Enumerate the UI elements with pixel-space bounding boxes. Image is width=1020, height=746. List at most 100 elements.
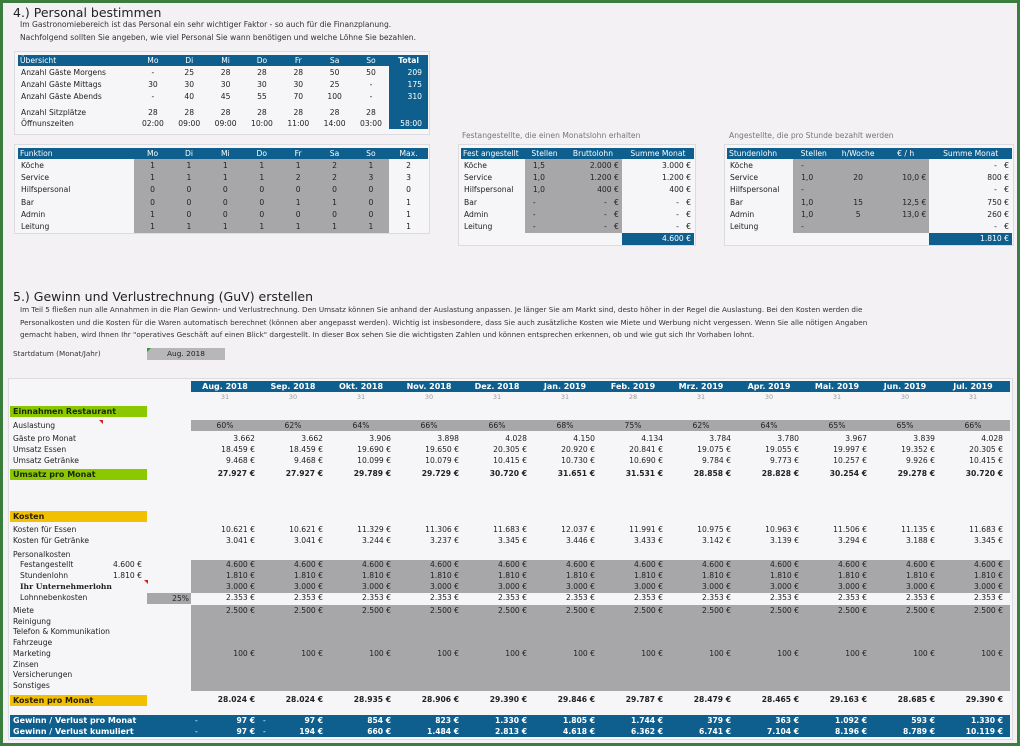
functions-cell[interactable]: 0 [280,208,317,221]
functions-cell[interactable]: 1 [134,171,171,184]
functions-cell[interactable]: 1 [134,159,171,172]
other-cost-cell[interactable] [871,670,935,680]
other-cost-cell[interactable] [463,638,527,648]
other-cost-cell[interactable] [463,670,527,680]
functions-cell[interactable]: 0 [352,183,390,196]
hourly-hours[interactable] [834,220,882,233]
functions-cell[interactable]: 0 [316,208,353,221]
functions-cell[interactable]: 0 [352,208,390,221]
overview-cell[interactable]: 40 [184,91,195,101]
auslastung-cell[interactable]: 65% [896,421,914,430]
hourly-hours[interactable] [834,159,882,172]
overview-cell[interactable]: 09:00 [214,118,237,128]
hourly-stellen[interactable]: - [793,183,835,196]
other-cost-cell[interactable] [939,660,1003,670]
nebenkosten-rate-input[interactable]: 25% [147,593,191,604]
fest-cell[interactable]: 4.600 € [838,560,867,569]
overview-cell[interactable]: 30 [148,79,158,89]
overview-cell[interactable]: 25 [184,67,195,77]
overview-cell[interactable]: 28 [257,67,267,77]
other-cost-cell[interactable] [871,627,935,637]
hourly-rate[interactable] [881,159,930,172]
unternehmer-cell[interactable]: 3.000 € [430,582,459,591]
other-cost-cell[interactable]: 100 € [437,648,459,658]
functions-cell[interactable]: 1 [207,171,244,184]
hourly-rate[interactable] [881,183,930,196]
other-cost-cell[interactable] [735,617,799,627]
hourly-hours[interactable]: 15 [834,195,882,209]
other-cost-cell[interactable]: 2.500 € [702,606,731,615]
functions-cell[interactable]: 1 [280,195,317,209]
other-cost-cell[interactable]: 2.500 € [770,606,799,615]
functions-cell[interactable]: 1 [316,195,353,209]
fest-cell[interactable]: 4.600 € [702,560,731,569]
other-cost-cell[interactable]: 2.500 € [974,606,1003,615]
other-cost-cell[interactable]: 2.500 € [294,606,323,615]
other-cost-cell[interactable]: 100 € [981,648,1003,658]
functions-cell[interactable]: 1 [170,171,208,184]
functions-cell[interactable]: 1 [243,159,280,172]
unternehmer-cell[interactable]: 3.000 € [566,582,595,591]
fixed-stellen[interactable]: - [524,220,565,233]
functions-cell[interactable]: 0 [243,208,280,221]
other-cost-cell[interactable] [667,670,731,680]
functions-cell[interactable]: 1 [352,220,390,233]
other-cost-cell[interactable] [327,681,391,691]
functions-cell[interactable]: 1 [243,171,280,184]
other-cost-cell[interactable] [803,681,867,691]
other-cost-cell[interactable] [939,638,1003,648]
auslastung-cell[interactable]: 75% [624,421,642,430]
other-cost-cell[interactable] [463,681,527,691]
stunden-cell[interactable]: 1.810 € [838,571,867,580]
other-cost-cell[interactable] [599,638,663,648]
other-cost-cell[interactable] [395,617,459,627]
other-cost-cell[interactable] [395,627,459,637]
other-cost-cell[interactable] [735,627,799,637]
other-cost-cell[interactable] [667,660,731,670]
functions-cell[interactable]: 1 [207,220,244,233]
other-cost-cell[interactable] [259,681,323,691]
overview-cell[interactable]: 28 [257,108,267,117]
functions-cell[interactable]: 0 [207,183,244,196]
functions-cell[interactable]: 0 [170,183,208,196]
other-cost-cell[interactable] [259,660,323,670]
overview-cell[interactable]: 28 [220,108,231,117]
hourly-stellen[interactable]: - [793,220,835,233]
other-cost-cell[interactable] [599,670,663,680]
other-cost-cell[interactable]: 100 € [777,648,799,658]
functions-cell[interactable]: 2 [280,171,317,184]
functions-cell[interactable]: 1 [207,159,244,172]
other-cost-cell[interactable]: 2.500 € [838,606,867,615]
functions-cell[interactable]: 3 [352,171,390,184]
other-cost-cell[interactable] [667,627,731,637]
other-cost-cell[interactable] [939,617,1003,627]
unternehmer-cell[interactable]: 3.000 € [294,582,323,591]
stunden-cell[interactable]: 1.810 € [634,571,663,580]
functions-cell[interactable]: 1 [316,220,353,233]
other-cost-cell[interactable] [327,670,391,680]
unternehmer-cell[interactable]: 3.000 € [702,582,731,591]
functions-cell[interactable]: 0 [134,183,171,196]
overview-cell[interactable]: 30 [220,79,231,89]
unternehmer-cell[interactable]: 3.000 € [838,582,867,591]
functions-cell[interactable]: 0 [352,195,390,209]
functions-cell[interactable]: 0 [316,183,353,196]
other-cost-cell[interactable] [735,670,799,680]
other-cost-cell[interactable] [871,681,935,691]
stunden-cell[interactable]: 1.810 € [226,571,255,580]
other-cost-cell[interactable] [667,638,731,648]
stunden-cell[interactable]: 1.810 € [362,571,391,580]
other-cost-cell[interactable] [735,638,799,648]
other-cost-cell[interactable] [803,617,867,627]
auslastung-cell[interactable]: 64% [760,421,778,430]
auslastung-cell[interactable]: 66% [488,421,506,430]
other-cost-cell[interactable]: 100 € [641,648,663,658]
other-cost-cell[interactable] [531,638,595,648]
overview-cell[interactable]: 55 [257,91,267,101]
overview-cell[interactable]: 28 [293,67,304,77]
hourly-rate[interactable] [881,220,930,233]
overview-cell[interactable]: 11:00 [287,118,310,128]
overview-cell[interactable]: 70 [293,91,304,101]
hourly-stellen[interactable]: - [793,159,835,172]
other-cost-cell[interactable]: 2.500 € [906,606,935,615]
